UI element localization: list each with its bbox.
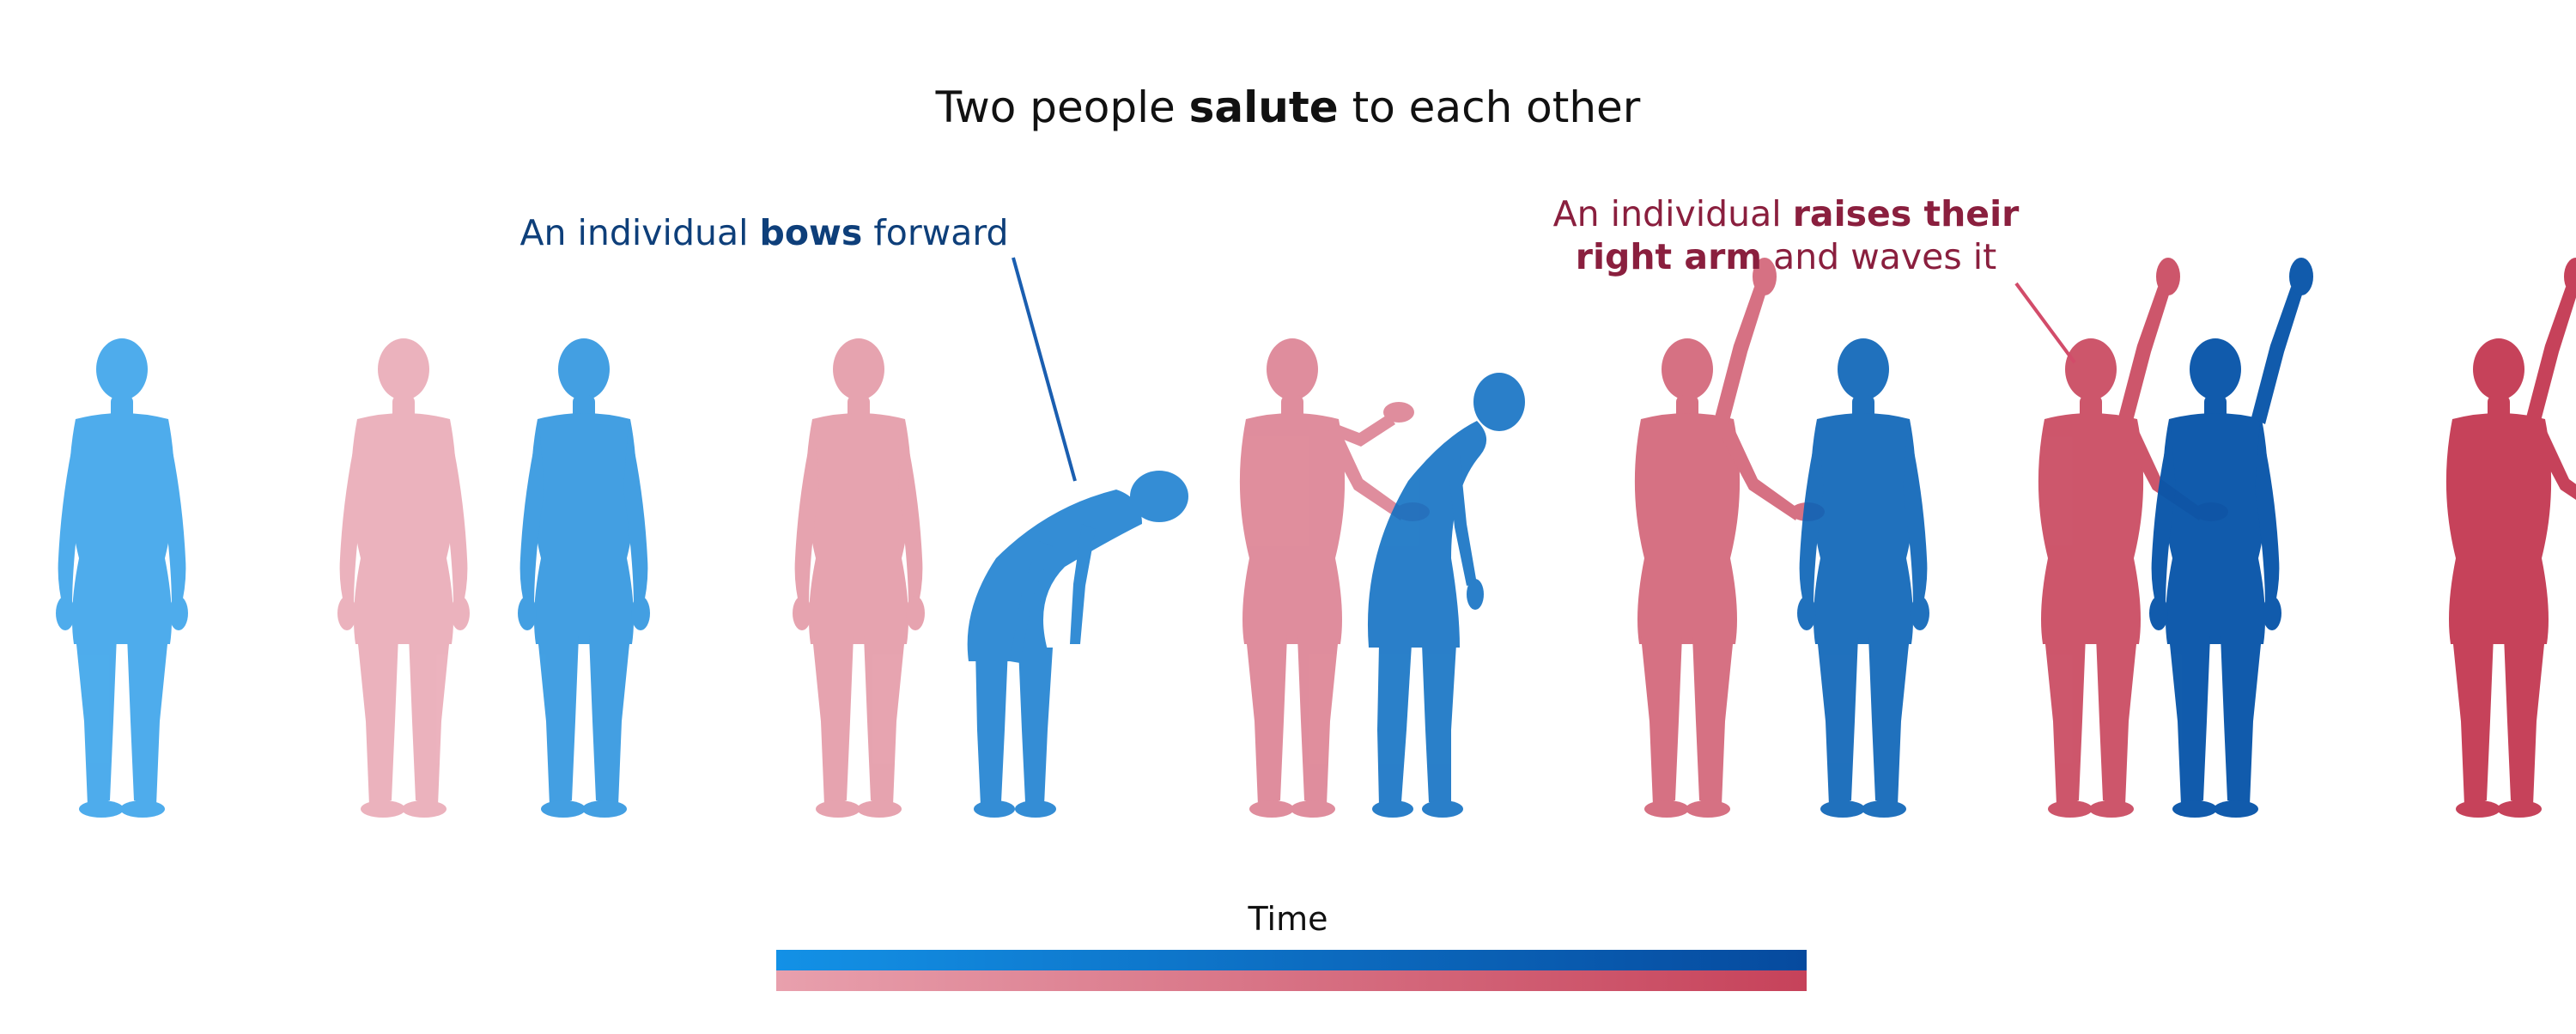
annotation-bow-bold: bows bbox=[759, 212, 863, 253]
annotation-bow-suffix: forward bbox=[862, 212, 1009, 253]
figure-blue-stand-front bbox=[56, 338, 188, 818]
figure-blue-stand-three-quarter bbox=[518, 338, 650, 818]
wave-annotation-pointer bbox=[2014, 282, 2076, 364]
timeline-label: Time bbox=[1248, 900, 1328, 938]
timeline-bar-blue bbox=[776, 950, 1807, 970]
annotation-wave-line2-bold: right arm bbox=[1575, 236, 1763, 277]
figure-red-stand-side bbox=[793, 338, 925, 818]
title-suffix: to each other bbox=[1338, 82, 1641, 132]
bow-annotation-pointer bbox=[1012, 257, 1077, 482]
figure-blue-wave-behind bbox=[2149, 258, 2313, 818]
annotation-wave-line1-prefix: An individual bbox=[1552, 193, 1793, 234]
timeline-bar-red bbox=[776, 970, 1807, 991]
title-prefix: Two people bbox=[935, 82, 1189, 132]
figure-blue-bow-slight bbox=[1367, 373, 1525, 818]
figure-blue-bow-deep bbox=[967, 471, 1188, 818]
figure-red-wave-right-arm bbox=[1634, 258, 1825, 818]
annotation-wave-line2-suffix: and waves it bbox=[1762, 236, 1997, 277]
title-bold-word: salute bbox=[1188, 82, 1339, 132]
annotation-wave-line1-bold: raises their bbox=[1792, 193, 2020, 234]
figure-red-stand-side bbox=[337, 338, 470, 818]
figures-layer bbox=[56, 258, 2576, 818]
annotation-bow-prefix: An individual bbox=[519, 212, 760, 253]
figure-blue-stand-side bbox=[1797, 338, 1929, 818]
figure-title: Two people salute to each other bbox=[0, 82, 2576, 132]
annotation-bows-forward: An individual bows forward bbox=[481, 211, 1048, 254]
figure-red-wave-right-arm bbox=[2445, 258, 2576, 818]
annotation-raises-arm: An individual raises their right arm and … bbox=[1511, 192, 2061, 278]
